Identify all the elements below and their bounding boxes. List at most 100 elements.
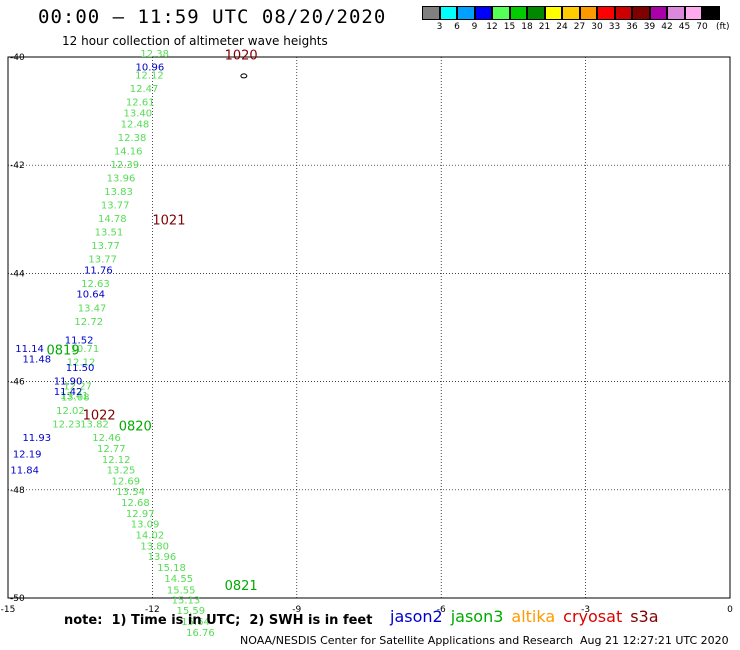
- swh-label-jason2: 11.52: [65, 336, 94, 347]
- chart-title: 00:00 – 11:59 UTC 08/20/2020: [38, 6, 387, 28]
- swh-label-jason3: 14.55: [164, 574, 193, 585]
- swh-label-jason3: 12.77: [97, 444, 126, 455]
- color-scale-swatch: [509, 6, 527, 20]
- swh-label-jason3: 15.59: [176, 606, 205, 617]
- x-tick-label: 0: [727, 605, 733, 615]
- swh-label-jason3: 12.69: [111, 476, 140, 487]
- swh-label-jason2: 11.76: [84, 265, 113, 276]
- swh-label-jason3: 13.77: [88, 255, 117, 266]
- swh-label-jason2: 11.42: [54, 387, 83, 398]
- x-tick-label: -12: [145, 605, 160, 615]
- color-scale-label: 12: [486, 22, 498, 32]
- plot-frame: [7, 56, 731, 599]
- swh-label-jason3: 13.54: [116, 487, 145, 498]
- swh-label-jason3: 13.47: [78, 303, 107, 314]
- color-scale-swatch: [527, 6, 545, 20]
- color-scale-swatch: [649, 6, 667, 20]
- color-scale-swatch: [684, 6, 702, 20]
- color-scale-swatch: [632, 6, 650, 20]
- time-label: 0821: [225, 579, 258, 594]
- time-label: 1020: [225, 49, 258, 64]
- swh-label-jason3: 12.72: [74, 317, 103, 328]
- swh-label-jason3: 12.47: [130, 84, 159, 95]
- swh-label-jason3: 12.39: [111, 160, 140, 171]
- swh-label-jason3: 13.83: [104, 187, 133, 198]
- y-tick-label: -40: [10, 53, 25, 63]
- swh-label-jason3: 13.51: [95, 228, 124, 239]
- swh-label-jason3: 16.76: [186, 628, 215, 639]
- y-tick-label: -50: [10, 594, 25, 604]
- color-scale-label: 21: [538, 22, 551, 32]
- color-scale-label: 42: [661, 22, 673, 32]
- color-scale-swatch: [422, 6, 440, 20]
- swh-label-jason3: 12.61: [126, 98, 155, 109]
- color-scale-swatch: [562, 6, 580, 20]
- swh-label-jason2: 11.48: [22, 355, 51, 366]
- swh-label-jason2: 11.84: [10, 466, 39, 477]
- time-label: 0820: [119, 419, 152, 434]
- swh-label-jason3: 12.23: [52, 420, 81, 431]
- swh-label-jason3: 14.16: [114, 146, 143, 157]
- timestamp-text: Aug 21 12:27:21 UTC 2020: [580, 634, 729, 647]
- color-scale-label: 45: [678, 22, 691, 32]
- swh-label-jason3: 12.02: [56, 406, 85, 417]
- legend-jason3: jason3: [450, 607, 504, 626]
- color-scale-swatch: [667, 6, 685, 20]
- color-scale-label: 9: [471, 22, 478, 32]
- x-tick-label: -6: [437, 605, 446, 615]
- swh-label-jason3: 15.18: [157, 563, 186, 574]
- legend-jason2: jason2: [390, 607, 443, 626]
- color-scale-swatch: [702, 6, 720, 20]
- color-scale-swatch: [439, 6, 457, 20]
- x-tick-label: -9: [292, 605, 301, 615]
- swh-label-jason3: 13.77: [101, 200, 130, 211]
- color-scale-label: 70: [696, 22, 708, 32]
- color-scale-swatch: [544, 6, 562, 20]
- color-scale-label: 30: [591, 22, 603, 32]
- time-label: 1021: [152, 214, 185, 229]
- swh-label-jason3: 15.13: [172, 595, 201, 606]
- color-scale-label: 3: [436, 22, 443, 32]
- swh-label-jason2: 11.50: [66, 363, 95, 374]
- y-tick-label: -46: [10, 378, 25, 388]
- swh-label-jason3: 13.96: [148, 552, 177, 563]
- color-scale-label: 24: [556, 22, 568, 32]
- color-scale-swatch: [579, 6, 597, 20]
- y-tick-label: -48: [10, 486, 25, 496]
- swh-label-jason2: 11.93: [22, 433, 51, 444]
- swh-label-jason3: 12.48: [121, 119, 150, 130]
- island-mark: [240, 73, 248, 79]
- swh-label-jason3: 14.78: [98, 214, 127, 225]
- color-scale-swatch: [492, 6, 510, 20]
- swh-label-jason3: 10.71: [71, 344, 100, 355]
- x-tick-label: -15: [1, 605, 16, 615]
- color-scale-swatch: [597, 6, 615, 20]
- time-label: 1022: [83, 408, 116, 423]
- credit-text: NOAA/NESDIS Center for Satellite Applica…: [240, 634, 574, 647]
- color-scale-label: 27: [573, 22, 586, 32]
- swh-label-jason3: 13.82: [80, 420, 109, 431]
- swh-label-jason2: 10.96: [136, 63, 165, 74]
- swh-label-jason3: 12.63: [81, 279, 110, 290]
- color-scale-label: 6: [454, 22, 460, 32]
- note-text: note: 1) Time is in UTC; 2) SWH is in fe…: [64, 613, 373, 628]
- y-tick-label: -42: [10, 161, 25, 171]
- color-scale-label: 15: [503, 22, 516, 32]
- color-scale-unit: (ft): [716, 22, 730, 32]
- swh-label-jason3: 13.77: [91, 241, 120, 252]
- legend-s3a: s3a: [630, 607, 659, 626]
- color-scale-swatch: [457, 6, 475, 20]
- legend-cryosat: cryosat: [563, 607, 623, 626]
- swh-label-jason2: 12.19: [13, 449, 42, 460]
- color-scale-label: 33: [608, 22, 621, 32]
- swh-label-jason3: 12.27: [63, 382, 92, 393]
- swh-label-jason3: 14.02: [136, 530, 165, 541]
- swh-label-jason3: 12.12: [67, 357, 96, 368]
- swh-label-jason3: 12.68: [121, 498, 150, 509]
- swh-label-jason3: 12.12: [135, 71, 164, 82]
- swh-label-jason3: 13.25: [107, 466, 136, 477]
- swh-label-jason3: 12.38: [118, 133, 147, 144]
- color-scale-label: 18: [521, 22, 533, 32]
- color-scale-swatch: [474, 6, 492, 20]
